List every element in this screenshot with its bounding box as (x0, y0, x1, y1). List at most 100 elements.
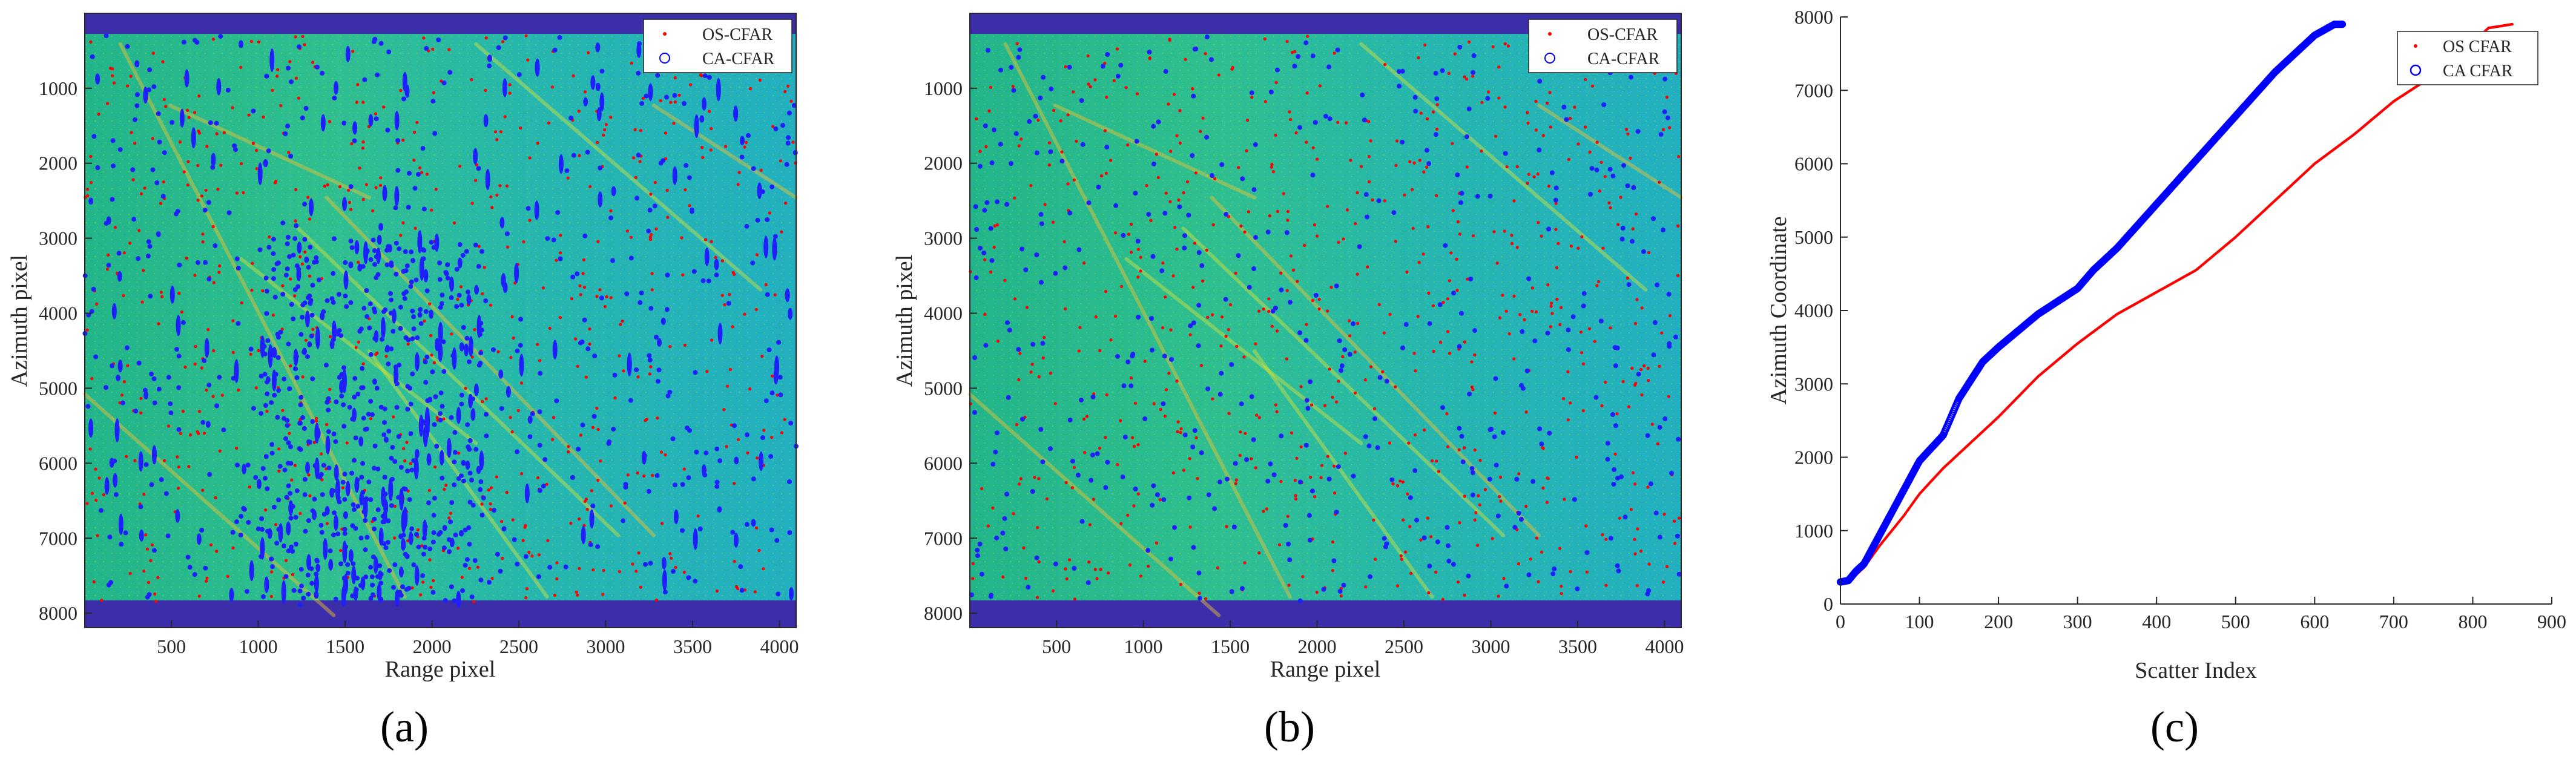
ca-cfar-point (338, 333, 344, 338)
os-cfar-point (126, 364, 130, 367)
os-cfar-point (995, 223, 1000, 227)
ca-cfar-point (203, 260, 208, 265)
ca-cfar-point (1219, 370, 1224, 376)
os-cfar-point (1305, 91, 1309, 95)
ca-cfar-point (421, 206, 427, 212)
ca-cfar-point (90, 54, 95, 59)
os-cfar-point (528, 156, 532, 160)
os-cfar-point (1329, 286, 1333, 289)
os-cfar-point (1478, 503, 1481, 507)
os-cfar-point (133, 142, 137, 145)
os-cfar-point (1116, 463, 1119, 467)
ca-cfar-point (1292, 64, 1297, 69)
ca-cfar-point (199, 528, 205, 533)
os-cfar-point (418, 166, 422, 169)
ca-cfar-point (349, 245, 355, 251)
ca-cfar-point (344, 304, 349, 309)
ca-cfar-point (1115, 73, 1121, 79)
ca-cfar-point (1149, 316, 1154, 321)
os-cfar-point (1619, 195, 1622, 199)
x-tick-label: 300 (2063, 611, 2092, 632)
ca-cfar-point (351, 507, 357, 512)
ca-cfar-point (726, 301, 731, 306)
os-cfar-point (1530, 309, 1534, 313)
os-cfar-point (133, 459, 137, 462)
ca-cfar-point (338, 561, 344, 566)
ca-cfar-point (1100, 64, 1105, 69)
os-cfar-point (456, 547, 460, 550)
ca-cfar-point (264, 379, 269, 385)
os-cfar-point (1136, 248, 1140, 251)
os-cfar-point (559, 251, 562, 255)
os-cfar-point (1453, 52, 1457, 56)
ca-cfar-point (392, 459, 398, 464)
os-cfar-point (496, 350, 500, 353)
ca-cfar-point (286, 548, 291, 554)
ca-cfar-point (260, 527, 265, 532)
ca-cfar-point (702, 97, 707, 111)
os-cfar-point (1446, 297, 1449, 301)
ca-cfar-point (151, 445, 157, 465)
os-cfar-point (1647, 379, 1650, 382)
os-cfar-point (151, 137, 154, 140)
os-cfar-point (100, 599, 104, 602)
os-cfar-point (1263, 37, 1267, 41)
ca-cfar-point (1199, 263, 1205, 268)
os-cfar-point (1549, 301, 1553, 305)
os-cfar-point (650, 272, 654, 275)
os-cfar-point (1437, 470, 1441, 473)
ca-cfar-point (320, 70, 325, 76)
os-cfar-point (420, 544, 424, 548)
ca-cfar-point (1212, 506, 1217, 511)
os-cfar-point (472, 600, 476, 603)
ca-cfar-point (143, 391, 148, 399)
os-cfar-point (1541, 134, 1545, 137)
os-cfar-point (126, 84, 130, 88)
ca-cfar-point (438, 304, 443, 310)
os-cfar-point (1473, 353, 1477, 357)
ca-cfar-point (302, 477, 308, 482)
os-cfar-point (1086, 54, 1090, 57)
os-cfar-point (474, 179, 478, 182)
os-cfar-point (112, 81, 116, 85)
ca-cfar-point (334, 80, 338, 95)
ca-cfar-point (1391, 210, 1397, 215)
os-cfar-point (1541, 447, 1545, 450)
os-cfar-point (1660, 331, 1664, 335)
ca-cfar-point (299, 583, 304, 589)
os-cfar-point (1082, 417, 1086, 421)
ca-cfar-point (1067, 210, 1073, 215)
ca-cfar-point (430, 539, 436, 545)
ca-cfar-point (1251, 187, 1257, 192)
os-cfar-point (780, 230, 783, 234)
ca-cfar-point (378, 580, 384, 586)
os-cfar-point (1277, 543, 1282, 547)
ca-cfar-point (437, 260, 442, 266)
os-cfar-point (590, 489, 594, 493)
os-cfar-point (779, 159, 782, 163)
ca-cfar-point (282, 467, 288, 473)
os-cfar-point (1677, 516, 1681, 520)
os-cfar-point (728, 292, 731, 297)
ca-cfar-point (541, 484, 546, 489)
ca-cfar-point (360, 264, 366, 269)
os-cfar-point (1087, 560, 1091, 564)
os-cfar-point (1457, 448, 1461, 451)
ca-cfar-point (547, 565, 553, 570)
os-cfar-point (1414, 369, 1417, 373)
ca-cfar-point (372, 526, 377, 531)
x-tick-label: 1000 (1124, 635, 1163, 657)
ca-cfar-point (231, 376, 236, 381)
ca-cfar-point (1471, 53, 1477, 58)
os-cfar-point (249, 39, 253, 44)
ca-cfar-point (1310, 172, 1316, 178)
ca-cfar-point (1209, 57, 1214, 62)
ca-cfar-point (1475, 194, 1480, 199)
os-cfar-point (94, 498, 98, 502)
y-tick-label: 6000 (39, 452, 77, 474)
ca-cfar-point (399, 488, 404, 511)
os-cfar-point (634, 570, 638, 573)
ca-cfar-point (163, 491, 169, 496)
ca-cfar-point (1584, 550, 1590, 555)
